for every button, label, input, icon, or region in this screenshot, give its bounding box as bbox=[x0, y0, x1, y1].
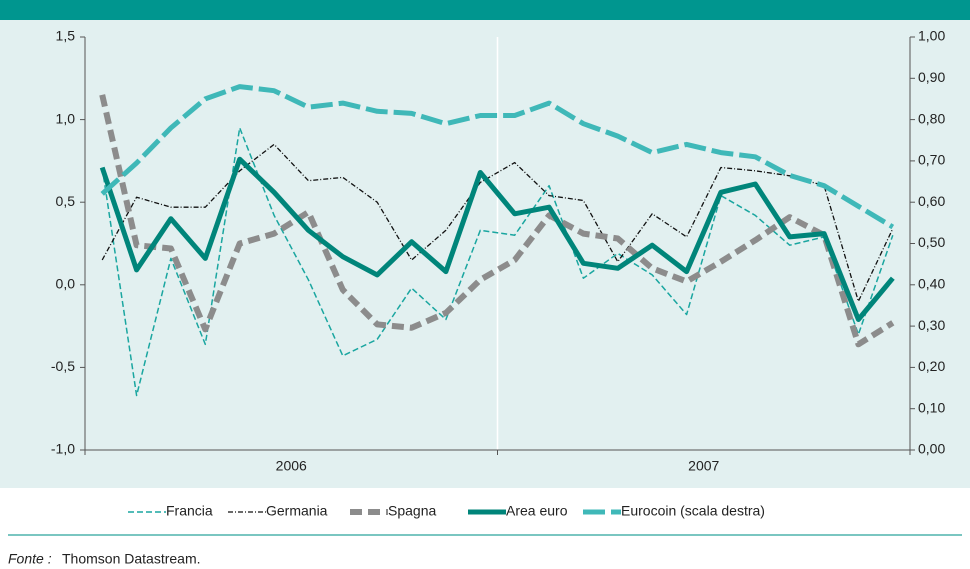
series-line bbox=[101, 127, 894, 397]
series-line bbox=[99, 94, 895, 348]
series-line bbox=[99, 156, 895, 322]
legend-label: Eurocoin (scala destra) bbox=[621, 503, 765, 519]
y-tick-label: 0,5 bbox=[56, 193, 76, 209]
y-tick-label: 1,5 bbox=[56, 28, 76, 44]
legend-label: Spagna bbox=[388, 503, 436, 519]
source-label: Fonte : bbox=[8, 551, 52, 567]
y2-tick-label: 0,00 bbox=[918, 441, 945, 457]
legend-label: Francia bbox=[166, 503, 213, 519]
y-tick-label: 0,0 bbox=[56, 276, 76, 292]
y2-tick-label: 0,40 bbox=[918, 276, 945, 292]
series-line bbox=[100, 84, 895, 230]
x-year-label: 2007 bbox=[688, 458, 719, 474]
header-bar bbox=[0, 0, 970, 20]
y-tick-label: -0,5 bbox=[51, 358, 75, 374]
y-tick-label: 1,0 bbox=[56, 110, 76, 126]
y2-tick-label: 0,60 bbox=[918, 193, 945, 209]
y-tick-label: -1,0 bbox=[51, 441, 75, 457]
legend-label: Germania bbox=[266, 503, 328, 519]
y2-tick-label: 0,90 bbox=[918, 69, 945, 85]
y2-tick-label: 0,30 bbox=[918, 317, 945, 333]
y2-tick-label: 0,80 bbox=[918, 110, 945, 126]
y2-tick-label: 0,50 bbox=[918, 234, 945, 250]
legend-label: Area euro bbox=[506, 503, 568, 519]
y2-tick-label: 0,20 bbox=[918, 358, 945, 374]
y2-tick-label: 0,70 bbox=[918, 152, 945, 168]
x-year-label: 2006 bbox=[276, 458, 307, 474]
chart-background bbox=[0, 20, 970, 488]
source: Thomson Datastream. bbox=[62, 551, 201, 567]
y2-tick-label: 0,10 bbox=[918, 399, 945, 415]
y2-tick-label: 1,00 bbox=[918, 28, 945, 44]
